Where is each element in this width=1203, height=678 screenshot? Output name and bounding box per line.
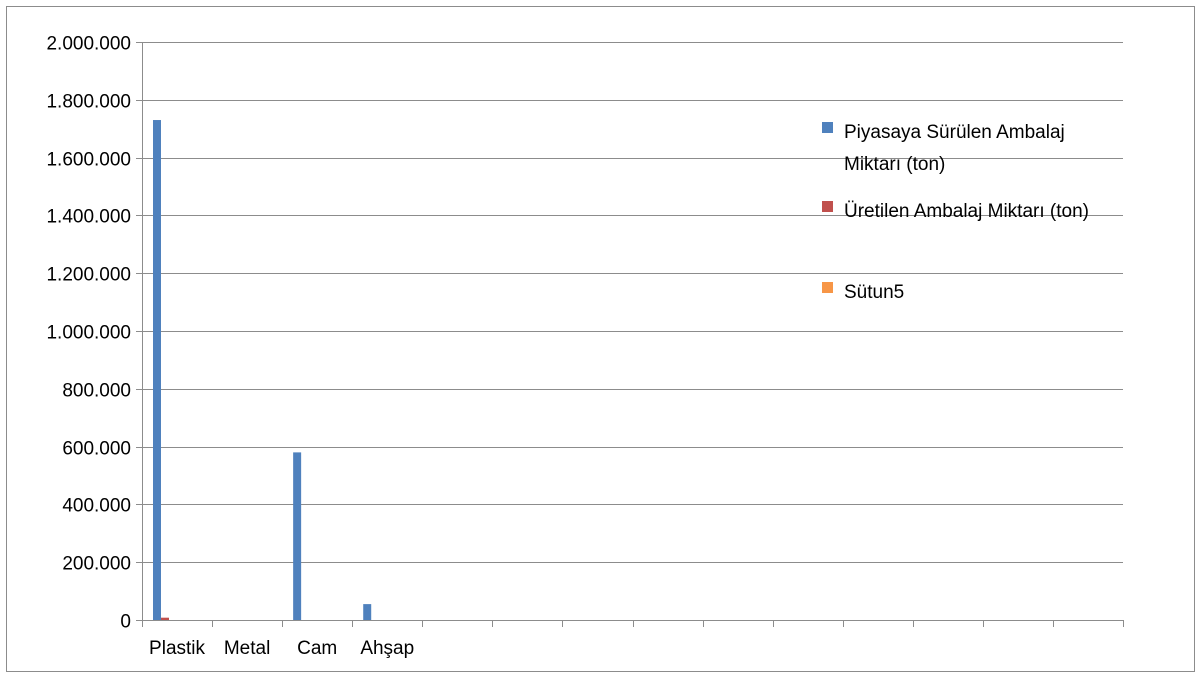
y-tick-label: 1.600.000: [46, 150, 131, 171]
bar-plastik-series2: [161, 617, 169, 620]
y-tick-label: 1.800.000: [46, 92, 131, 113]
legend: Piyasaya Sürülen Ambalaj Miktarı (ton) Üre…: [822, 122, 1089, 303]
legend-label: Piyasaya Sürülen Ambalaj: [844, 122, 1065, 143]
x-tick-label: Metal: [224, 638, 270, 659]
y-tick-label: 200.000: [62, 554, 131, 575]
y-tick-label: 800.000: [62, 381, 131, 402]
x-tick-label: Plastik: [149, 638, 205, 659]
chart-frame: 0 200.000 400.000 600.000 800.000 1.000.000 1.…: [6, 6, 1195, 672]
legend-label: Sütun5: [844, 282, 904, 303]
x-tick-label: Ahşap: [360, 638, 414, 659]
bars: [153, 120, 372, 620]
y-tick-label: 1.400.000: [46, 207, 131, 228]
bar-cam-series1: [293, 452, 302, 620]
legend-label: Üretilen Ambalaj Miktarı (ton): [844, 201, 1089, 222]
legend-swatch: [822, 282, 833, 293]
bar-ahşap-series1: [363, 604, 372, 620]
y-tick-label: 400.000: [62, 496, 131, 517]
y-axis-tick-labels: 0 200.000 400.000 600.000 800.000 1.000.000 1.…: [46, 34, 131, 633]
y-tick-label: 0: [120, 612, 131, 633]
bar-plastik-series1: [153, 120, 161, 620]
bar-chart: 0 200.000 400.000 600.000 800.000 1.000.000 1.…: [46, 34, 1124, 659]
y-tick-label: 1.000.000: [46, 323, 131, 344]
y-tick-label: 600.000: [62, 439, 131, 460]
legend-swatch: [822, 201, 833, 212]
gridlines: [136, 42, 1123, 563]
axes: [136, 42, 1124, 627]
x-tick-label: Cam: [297, 638, 337, 659]
x-axis-tick-labels: Plastik Metal Cam Ahşap: [149, 638, 414, 659]
legend-label: Miktarı (ton): [844, 154, 945, 175]
legend-swatch: [822, 122, 833, 133]
y-tick-label: 2.000.000: [46, 34, 131, 55]
y-tick-label: 1.200.000: [46, 265, 131, 286]
